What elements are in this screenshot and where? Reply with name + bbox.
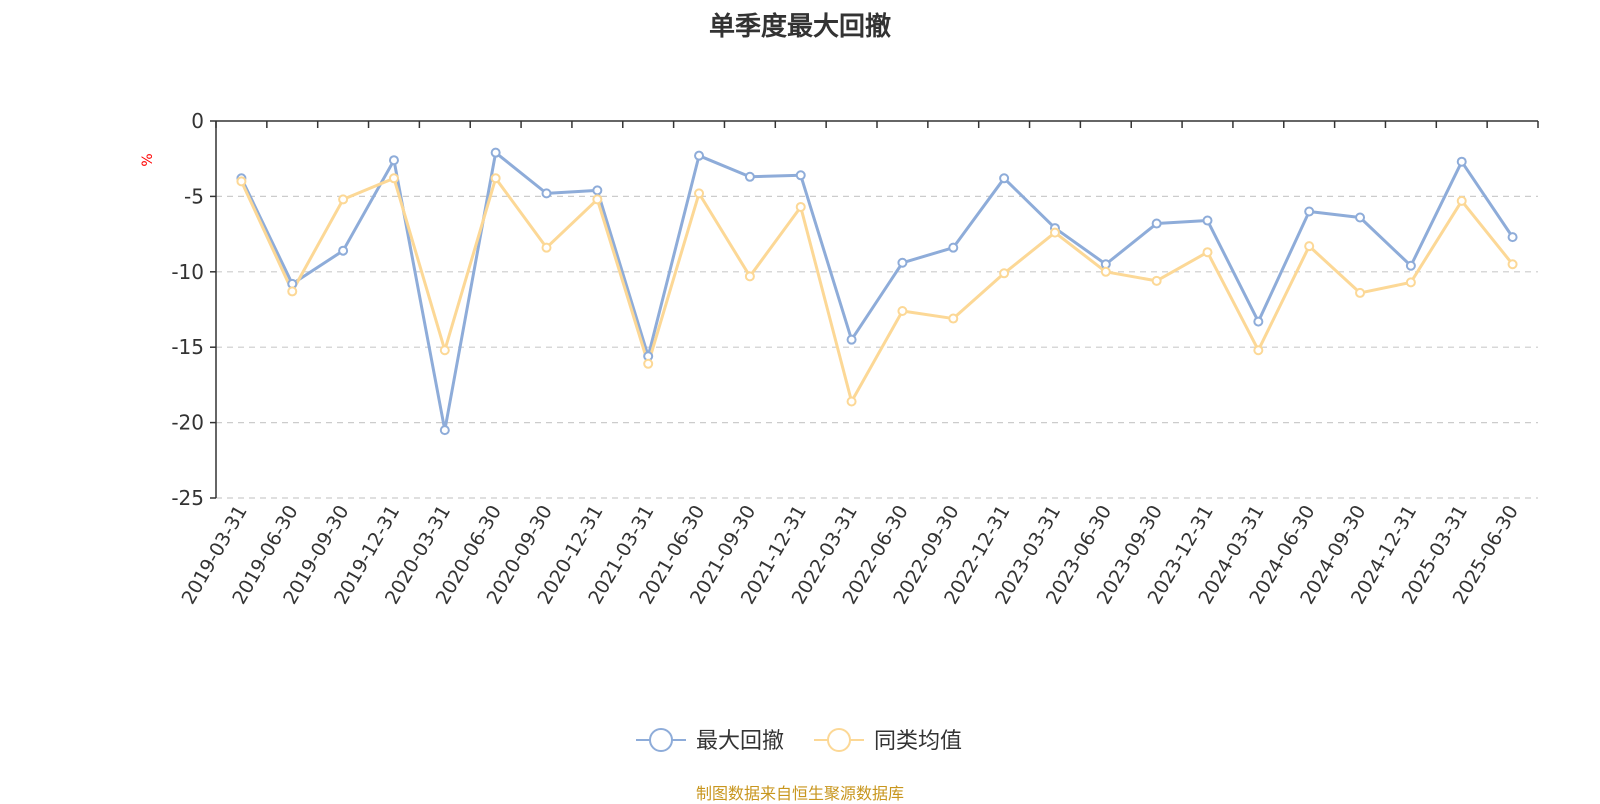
data-point[interactable] <box>1507 259 1518 270</box>
x-tick-labels: 2019-03-312019-06-302019-09-302019-12-31… <box>177 501 1522 608</box>
chart-title: 单季度最大回撤 <box>708 12 891 42</box>
data-point[interactable] <box>490 173 501 184</box>
data-point[interactable] <box>338 245 349 256</box>
data-point[interactable] <box>694 188 705 199</box>
series <box>236 147 1518 436</box>
grid-lines <box>216 195 1538 499</box>
data-point[interactable] <box>1100 266 1111 277</box>
data-point[interactable] <box>490 147 501 158</box>
data-point[interactable] <box>1304 241 1315 252</box>
data-point[interactable] <box>846 396 857 407</box>
data-point[interactable] <box>1253 345 1264 356</box>
data-point[interactable] <box>999 173 1010 184</box>
data-point[interactable] <box>1355 212 1366 223</box>
data-point[interactable] <box>795 201 806 212</box>
data-point[interactable] <box>643 358 654 369</box>
data-source-note: 制图数据来自恒生聚源数据库 <box>695 784 904 803</box>
line-chart: % 0 -5 -10 -15 -20 -25 2019-03-312019-06-3020… <box>140 109 1539 754</box>
data-point[interactable] <box>1456 195 1467 206</box>
y-tick-label: 0 <box>191 109 204 133</box>
data-point[interactable] <box>897 257 908 268</box>
data-point[interactable] <box>795 170 806 181</box>
data-point[interactable] <box>948 313 959 324</box>
axes <box>210 120 1539 499</box>
y-tick-labels: 0 -5 -10 -15 -20 -25 <box>171 109 204 510</box>
data-point[interactable] <box>1253 316 1264 327</box>
legend-label: 最大回撤 <box>696 729 784 754</box>
y-tick-label: -10 <box>171 260 204 284</box>
series-0 <box>240 151 1514 432</box>
data-point[interactable] <box>287 286 298 297</box>
data-point[interactable] <box>439 345 450 356</box>
data-point[interactable] <box>1151 218 1162 229</box>
data-point[interactable] <box>897 306 908 317</box>
data-point[interactable] <box>1456 156 1467 167</box>
series-line <box>240 151 1514 432</box>
data-point[interactable] <box>999 268 1010 279</box>
legend: 最大回撤 同类均值 <box>636 728 962 754</box>
legend-item[interactable]: 同类均值 <box>814 728 962 754</box>
y-tick-label: -15 <box>171 335 204 359</box>
legend-circle-icon <box>649 728 673 752</box>
data-point[interactable] <box>1507 232 1518 243</box>
data-point[interactable] <box>744 171 755 182</box>
data-point[interactable] <box>694 150 705 161</box>
data-point[interactable] <box>1355 287 1366 298</box>
data-point[interactable] <box>541 242 552 253</box>
legend-item[interactable]: 最大回撤 <box>636 728 784 754</box>
data-point[interactable] <box>1202 247 1213 258</box>
data-point[interactable] <box>1304 206 1315 217</box>
data-point[interactable] <box>236 176 247 187</box>
data-point[interactable] <box>388 155 399 166</box>
series-points-1 <box>236 173 1518 407</box>
data-point[interactable] <box>744 271 755 282</box>
data-point[interactable] <box>1405 260 1416 271</box>
series-points-0 <box>236 147 1518 436</box>
data-point[interactable] <box>338 194 349 205</box>
y-axis-unit-label: % <box>140 153 156 166</box>
data-point[interactable] <box>439 425 450 436</box>
legend-circle-icon <box>827 728 851 752</box>
series-1 <box>240 176 1514 403</box>
y-tick-label: -5 <box>184 184 204 208</box>
data-point[interactable] <box>1049 227 1060 238</box>
data-point[interactable] <box>846 334 857 345</box>
data-point[interactable] <box>541 188 552 199</box>
data-point[interactable] <box>388 173 399 184</box>
legend-label: 同类均值 <box>874 729 962 754</box>
data-point[interactable] <box>592 185 603 196</box>
data-point[interactable] <box>1151 275 1162 286</box>
data-point[interactable] <box>948 242 959 253</box>
series-line <box>240 176 1514 403</box>
y-tick-label: -25 <box>171 486 204 510</box>
data-point[interactable] <box>592 194 603 205</box>
data-point[interactable] <box>1405 277 1416 288</box>
y-tick-label: -20 <box>171 411 204 435</box>
data-point[interactable] <box>1202 215 1213 226</box>
